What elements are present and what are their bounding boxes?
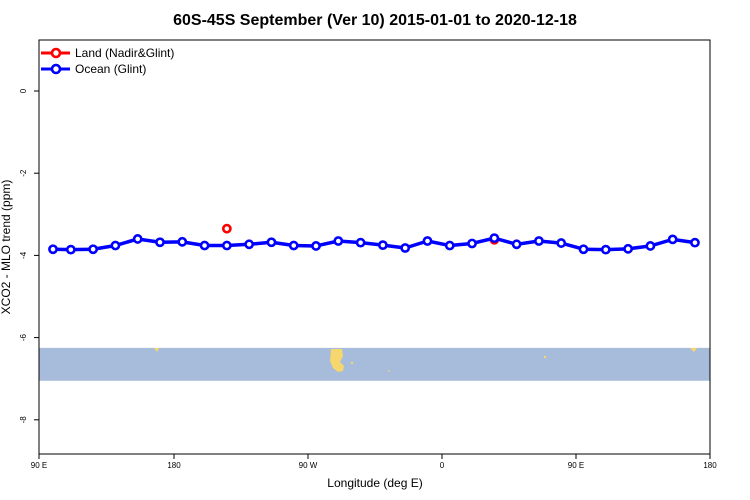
land-patch [543, 355, 547, 359]
data-point [311, 241, 321, 251]
plot-frame [38, 39, 711, 455]
series-layer [48, 223, 700, 255]
data-point [266, 237, 277, 248]
x-tick-label: 90 W [299, 461, 318, 470]
y-tick-label: -8 [19, 416, 28, 424]
data-point [444, 240, 455, 251]
data-point [355, 237, 366, 248]
land-patch [388, 370, 390, 372]
land-patch [154, 348, 159, 352]
x-axis-label: Longitude (deg E) [327, 476, 422, 490]
series-line [52, 236, 696, 252]
data-point [244, 239, 255, 250]
data-point [556, 238, 567, 248]
land-patch [690, 348, 697, 352]
data-point [489, 233, 500, 244]
data-point [288, 240, 299, 251]
data-point [333, 236, 344, 246]
legend-label: Land (Nadir&Glint) [75, 46, 174, 60]
data-point [199, 240, 210, 251]
y-tick-label: -2 [19, 169, 28, 177]
data-point [578, 244, 589, 255]
x-tick-label: 90 E [31, 461, 47, 470]
data-point [623, 243, 633, 254]
ocean-band [39, 347, 710, 381]
legend-label: Ocean (Glint) [75, 62, 146, 76]
data-point [221, 240, 232, 251]
y-tick-label: -4 [19, 251, 28, 259]
data-point [221, 223, 232, 234]
x-tick-label: 180 [703, 461, 717, 470]
data-point [48, 244, 58, 255]
legend-swatch-marker [50, 63, 62, 75]
y-axis-label: XCO2 - MLO trend (ppm) [0, 180, 13, 315]
land-patch [330, 349, 344, 372]
data-point [400, 243, 411, 253]
data-point [65, 244, 76, 255]
x-tick-label: 180 [167, 461, 181, 470]
data-point [467, 238, 477, 249]
land-patches [154, 348, 697, 372]
data-point [534, 236, 544, 246]
data-point [110, 240, 121, 251]
data-point [600, 244, 611, 255]
data-point [511, 239, 522, 250]
y-axis: 0 -2 -4 -6 -8 [19, 88, 39, 423]
x-axis: 90 E 180 90 W 0 90 E 180 [31, 454, 717, 470]
x-tick-label: 0 [440, 461, 445, 470]
legend-swatch-marker [50, 47, 62, 59]
data-point [690, 237, 700, 248]
data-point [667, 234, 678, 245]
data-point [377, 240, 388, 251]
legend: Land (Nadir&Glint) Ocean (Glint) [41, 46, 174, 76]
data-point [422, 236, 433, 246]
data-point [88, 244, 99, 255]
y-tick-label: 0 [19, 88, 28, 93]
map-band [39, 347, 710, 381]
land-patch [350, 361, 354, 365]
x-tick-label: 90 E [568, 461, 584, 470]
data-point [645, 241, 656, 251]
data-point [132, 234, 143, 244]
data-point [155, 237, 165, 248]
chart-title: 60S-45S September (Ver 10) 2015-01-01 to… [173, 12, 577, 29]
y-tick-label: -6 [19, 333, 28, 341]
data-point [177, 236, 188, 247]
